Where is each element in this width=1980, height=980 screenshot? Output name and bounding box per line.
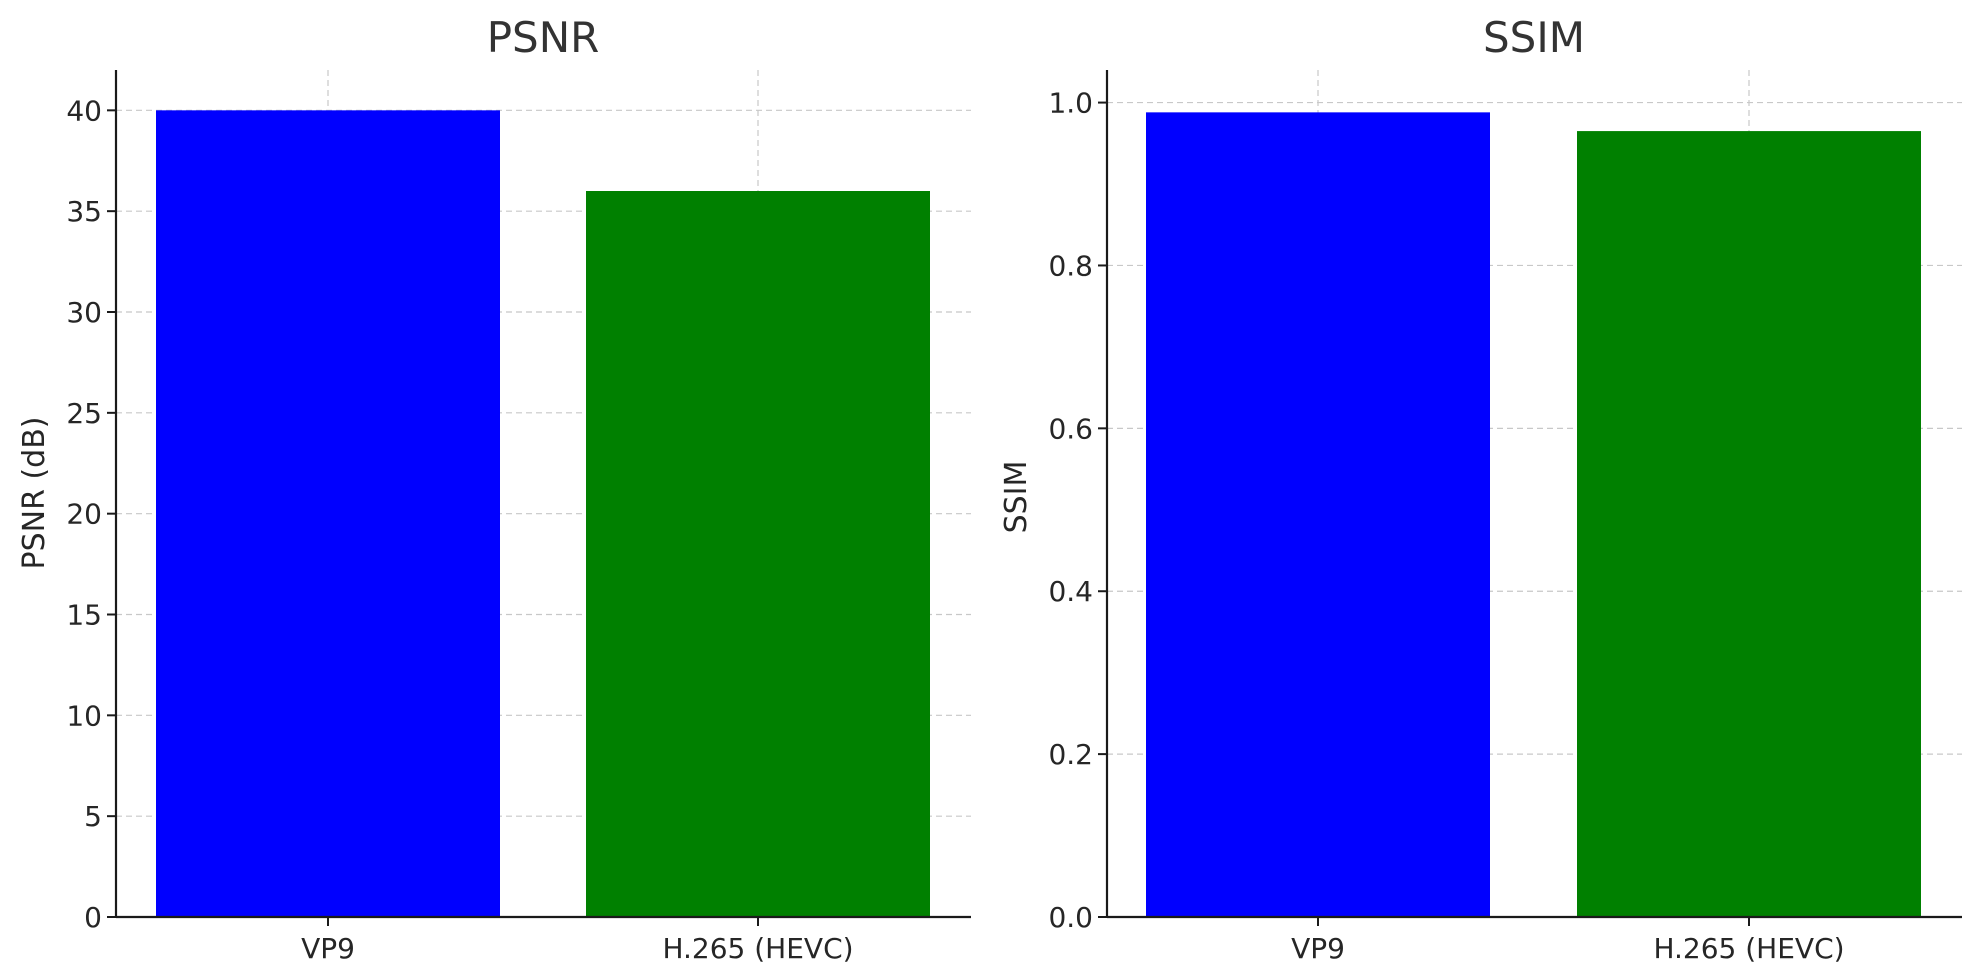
ssim-x-tick-label: VP9: [1291, 932, 1345, 965]
psnr-chart-title: PSNR: [487, 13, 600, 62]
psnr-y-tick-label: 40: [66, 94, 102, 127]
psnr-chart: 0 5 10 15 20 25 30 35 40 VP9 H.265 (HEVC) PSNR PSN…: [17, 13, 971, 965]
ssim-y-axis-label: SSIM: [999, 461, 1034, 534]
ssim-y-tick-label: 0.2: [1048, 738, 1093, 771]
psnr-y-tick-label: 10: [66, 699, 102, 732]
psnr-ticks: 0 5 10 15 20 25 30 35 40 VP9 H.265 (HEVC): [66, 94, 853, 965]
psnr-y-tick-label: 5: [84, 800, 102, 833]
ssim-chart-title: SSIM: [1483, 13, 1585, 62]
psnr-y-tick-label: 0: [84, 901, 102, 934]
psnr-x-tick-label: H.265 (HEVC): [662, 932, 853, 965]
ssim-y-tick-label: 1.0: [1048, 87, 1093, 120]
psnr-y-tick-label: 30: [66, 296, 102, 329]
psnr-y-tick-label: 15: [66, 599, 102, 632]
ssim-chart: 0.0 0.2 0.4 0.6 0.8 1.0 VP9 H.265 (HEVC) SSIM S…: [999, 13, 1962, 965]
ssim-bar-h265: [1577, 131, 1921, 917]
psnr-y-tick-label: 20: [66, 498, 102, 531]
ssim-y-tick-label: 0.0: [1048, 901, 1093, 934]
ssim-bar-vp9: [1146, 112, 1490, 918]
ssim-ticks: 0.0 0.2 0.4 0.6 0.8 1.0 VP9 H.265 (HEVC): [1048, 87, 1844, 965]
psnr-bar-vp9: [156, 110, 500, 918]
ssim-y-tick-label: 0.4: [1048, 575, 1093, 608]
psnr-y-tick-label: 35: [66, 195, 102, 228]
psnr-y-axis-label: PSNR (dB): [17, 417, 52, 570]
ssim-y-tick-label: 0.6: [1048, 412, 1093, 445]
psnr-bars: [156, 110, 930, 918]
psnr-y-tick-label: 25: [66, 397, 102, 430]
psnr-x-tick-label: VP9: [301, 932, 355, 965]
psnr-bar-h265: [586, 191, 930, 917]
ssim-bars: [1146, 112, 1921, 918]
ssim-x-tick-label: H.265 (HEVC): [1653, 932, 1844, 965]
ssim-y-tick-label: 0.8: [1048, 249, 1093, 282]
